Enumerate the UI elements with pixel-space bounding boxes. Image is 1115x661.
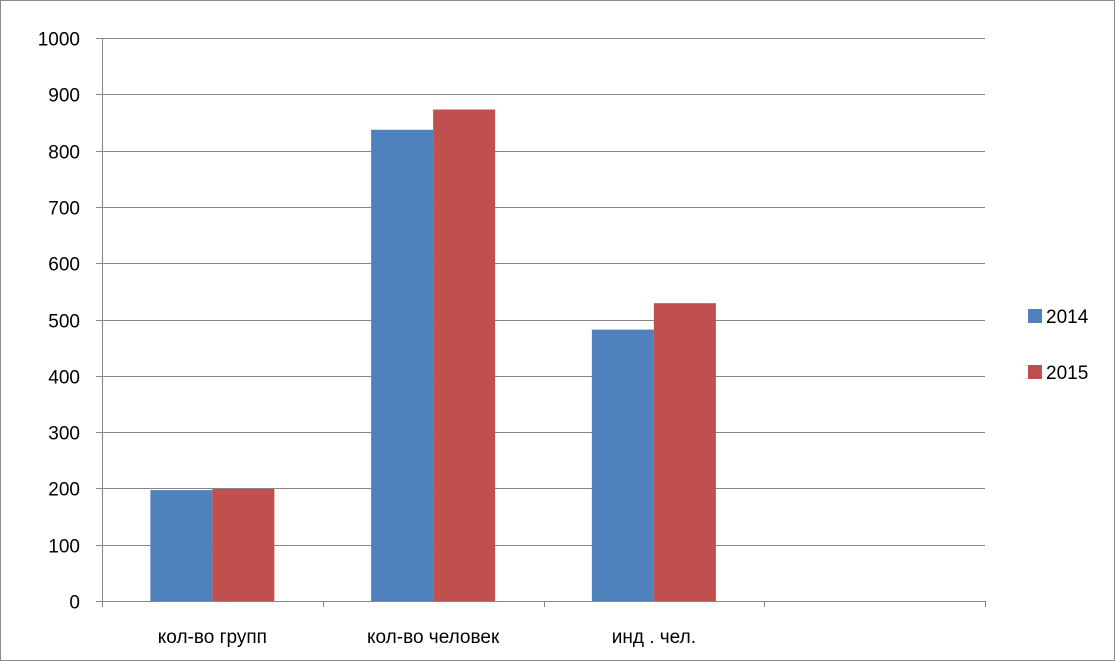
legend-label-2014: 2014 [1046, 307, 1089, 328]
y-tick-label: 700 [48, 199, 80, 220]
y-tick-label: 300 [48, 424, 80, 445]
y-tick-label: 500 [48, 312, 80, 333]
y-tick-labels: 0 100 200 300 400 500 600 700 800 900 1000 [38, 30, 80, 614]
y-tick-label: 200 [48, 480, 80, 501]
x-tick-label: кол-во человек [367, 627, 500, 648]
x-tick-label: инд . чел. [612, 627, 696, 648]
y-tick-label: 600 [48, 255, 80, 276]
legend: 2014 2015 [1028, 307, 1089, 384]
bar-2014-0 [150, 490, 213, 601]
bar-2015-1 [433, 109, 496, 601]
bar-2014-2 [591, 329, 654, 601]
y-tick-label: 1000 [38, 30, 80, 51]
legend-swatch-2015 [1028, 365, 1042, 379]
x-tick-labels: кол-во групп кол-во человек инд . чел. [158, 627, 696, 648]
y-tick-label: 0 [69, 593, 80, 614]
bars [150, 109, 716, 602]
bar-2015-0 [212, 488, 275, 601]
y-tick-label: 800 [48, 143, 80, 164]
axes [96, 38, 986, 607]
bar-2015-2 [653, 303, 716, 601]
gridlines [102, 38, 985, 546]
x-tick-label: кол-во групп [158, 627, 267, 648]
legend-swatch-2014 [1028, 309, 1042, 323]
y-tick-label: 100 [48, 537, 80, 558]
bar-2014-1 [371, 129, 434, 602]
y-tick-label: 900 [48, 86, 80, 107]
legend-label-2015: 2015 [1046, 363, 1088, 384]
y-tick-label: 400 [48, 368, 80, 389]
